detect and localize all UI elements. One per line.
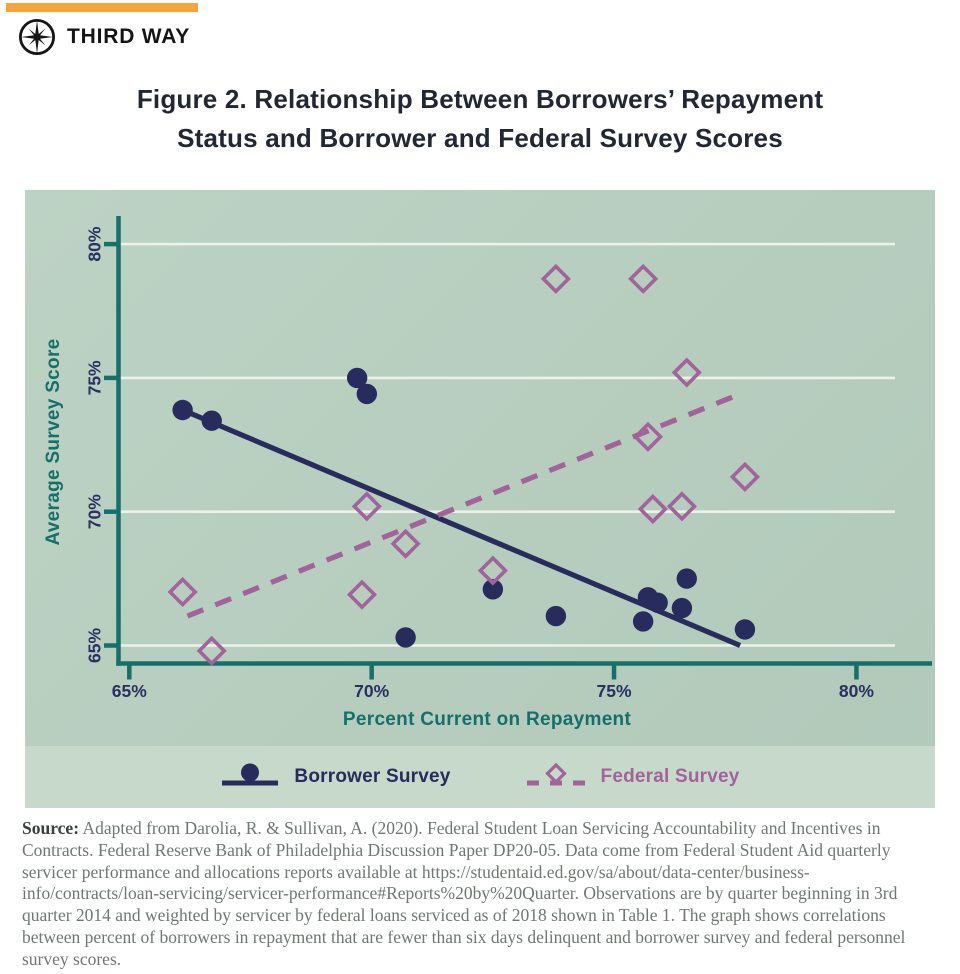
federal-point — [637, 493, 668, 525]
x-tick-label-80: 80% — [839, 681, 874, 701]
x-axis-title: Percent Current on Repayment — [343, 709, 632, 730]
borrower-point — [734, 619, 756, 640]
federal-point — [671, 357, 702, 388]
compass-star-diagonal-2 — [28, 28, 46, 46]
figure-title-line2: Status and Borrower and Federal Survey S… — [177, 123, 783, 153]
federal-legend-marker-icon — [544, 763, 567, 785]
borrower-point — [647, 592, 668, 613]
borrower-point — [346, 367, 368, 389]
borrower-point — [172, 399, 193, 421]
y-tick-label-75: 75% — [85, 360, 105, 395]
borrower-point — [632, 611, 654, 632]
federal-point — [477, 555, 508, 586]
source-text: Adapted from Darolia, R. & Sullivan, A. … — [22, 818, 906, 969]
borrower-legend-marker-icon — [241, 763, 260, 782]
legend-borrower-survey: Borrower Survey — [220, 763, 450, 791]
plot-area: 65% 70% 75% 80% 65% 70% 75% 80% Average Survey S… — [43, 216, 932, 730]
brand-accent-bar — [6, 3, 198, 12]
federal-survey-symbol — [526, 763, 587, 786]
x-tick-label-75: 75% — [597, 681, 632, 701]
figure-title: Figure 2. Relationship Between Borrowers… — [0, 80, 960, 158]
federal-point — [540, 263, 571, 294]
compass-star-icon — [18, 18, 56, 56]
legend: Borrower Survey Federal Survey — [25, 746, 935, 808]
borrower-point — [671, 597, 693, 619]
borrower-point — [545, 605, 567, 627]
source-note: Source: Adapted from Darolia, R. & Sulli… — [22, 818, 938, 971]
federal-point — [167, 576, 198, 608]
legend-federal-label: Federal Survey — [600, 766, 740, 787]
legend-borrower-label: Borrower Survey — [294, 766, 451, 787]
federal-point — [666, 491, 697, 522]
legend-federal-survey: Federal Survey — [525, 763, 740, 791]
borrower-survey-symbol — [222, 763, 279, 786]
federal-point — [351, 491, 382, 522]
borrower-point — [201, 410, 222, 431]
x-tick-label-70: 70% — [354, 681, 389, 701]
scatter-chart: 65% 70% 75% 80% 65% 70% 75% 80% Average Survey S… — [25, 190, 935, 808]
federal-point — [632, 421, 664, 452]
federal-point — [390, 528, 421, 559]
compass-circle — [18, 18, 56, 56]
y-tick-label-65: 65% — [85, 628, 105, 663]
federal-point — [628, 263, 659, 294]
borrower-point — [356, 383, 378, 405]
x-tick-label-65: 65% — [112, 681, 147, 701]
borrower-point — [482, 579, 504, 600]
y-tick-label-80: 80% — [85, 226, 105, 261]
borrower-point — [676, 568, 697, 589]
brand-logo: THIRD WAY — [16, 16, 190, 58]
federal-point — [346, 579, 378, 610]
y-tick-label-70: 70% — [85, 494, 105, 529]
federal-point — [196, 635, 227, 666]
federal-point — [729, 461, 760, 492]
brand-name: THIRD WAY — [67, 25, 191, 48]
source-label: Source: — [22, 818, 80, 838]
y-axis-title: Average Survey Score — [43, 338, 64, 545]
figure-title-line1: Figure 2. Relationship Between Borrowers… — [136, 84, 824, 114]
federal-trend-line — [186, 391, 742, 619]
borrower-point — [395, 627, 416, 648]
